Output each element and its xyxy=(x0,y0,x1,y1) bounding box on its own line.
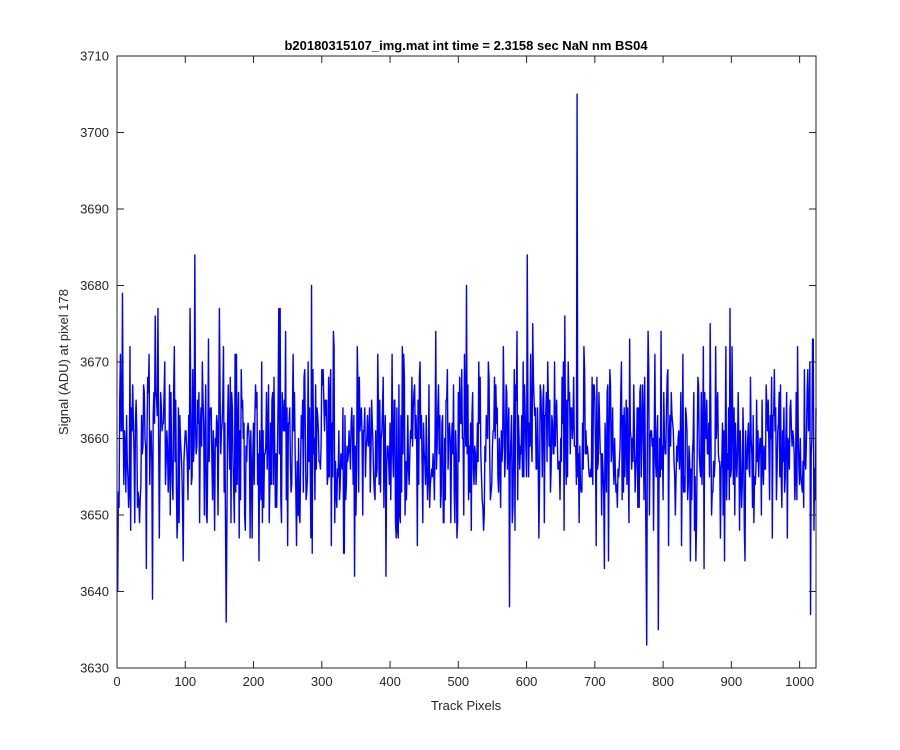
y-tick-label: 3680 xyxy=(80,278,109,293)
y-tick-label: 3710 xyxy=(80,49,109,64)
x-tick-label: 800 xyxy=(652,674,674,689)
x-tick-label: 100 xyxy=(174,674,196,689)
x-tick-label: 0 xyxy=(113,674,120,689)
y-axis-label: Signal (ADU) at pixel 178 xyxy=(56,289,71,435)
x-tick-label: 200 xyxy=(243,674,265,689)
series-group xyxy=(116,93,817,646)
y-tick-label: 3630 xyxy=(80,661,109,676)
y-tick-label: 3660 xyxy=(80,431,109,446)
y-tick-label: 3670 xyxy=(80,355,109,370)
y-tick-label: 3650 xyxy=(80,508,109,523)
chart-title: b20180315107_img.mat int time = 2.3158 s… xyxy=(284,38,648,53)
x-axis-label: Track Pixels xyxy=(431,698,502,713)
y-tick-label: 3640 xyxy=(80,584,109,599)
signal-series-line xyxy=(116,93,817,646)
x-tick-label: 400 xyxy=(379,674,401,689)
x-tick-label: 600 xyxy=(516,674,538,689)
y-tick-label: 3690 xyxy=(80,202,109,217)
x-tick-label: 300 xyxy=(311,674,333,689)
y-axis-ticks: 3630 3640 3650 3660 3670 3680 3690 3700 3710 xyxy=(80,49,816,676)
x-tick-label: 500 xyxy=(447,674,469,689)
x-tick-label: 700 xyxy=(584,674,606,689)
x-tick-label: 900 xyxy=(721,674,743,689)
x-axis-ticks: 0 100 200 300 400 500 600 700 800 900 1000 xyxy=(113,56,814,689)
x-tick-label: 1000 xyxy=(785,674,814,689)
y-tick-label: 3700 xyxy=(80,125,109,140)
